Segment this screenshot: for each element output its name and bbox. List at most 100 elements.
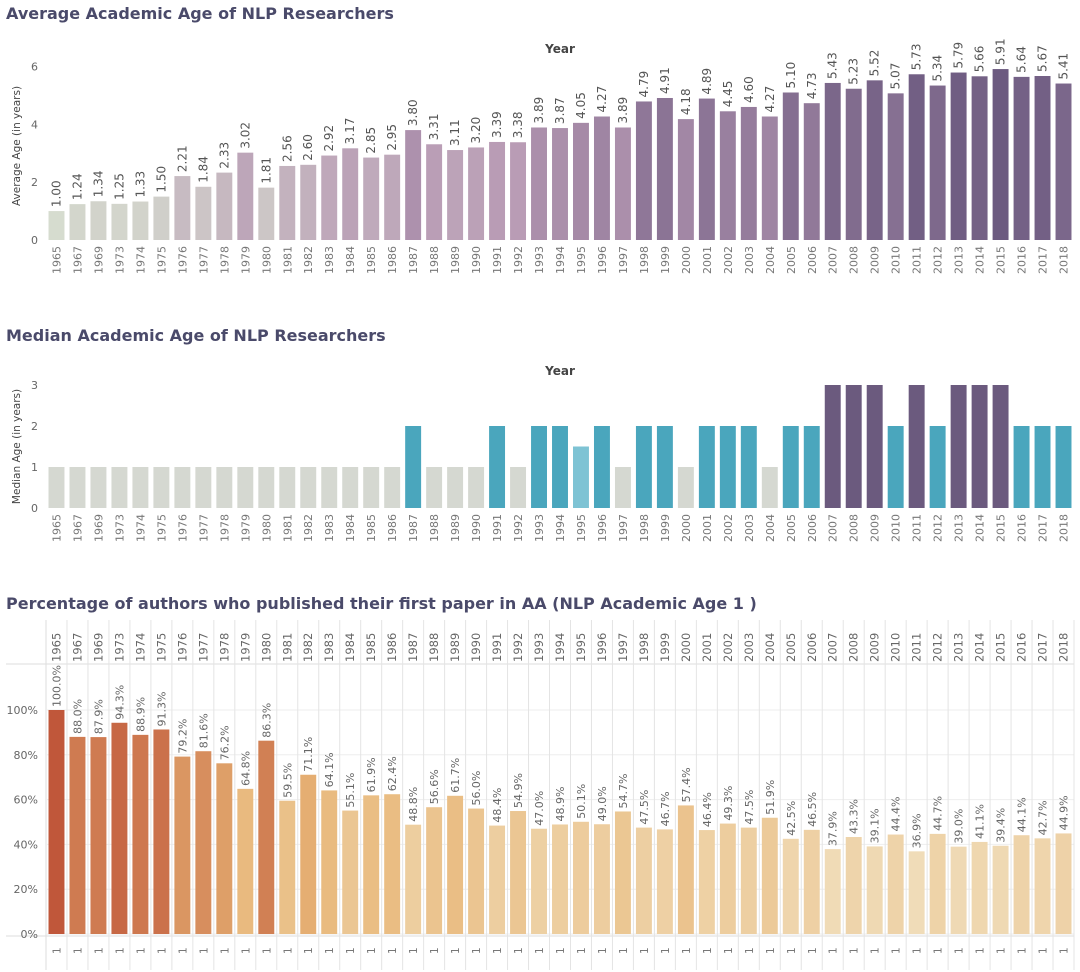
- year-header-1987: 1987: [406, 633, 420, 662]
- footer-label-1976: 1: [177, 947, 189, 954]
- bar-2007: [824, 849, 841, 934]
- x-tick-label-2002: 2002: [722, 246, 735, 274]
- x-tick-label-1994: 1994: [554, 514, 567, 542]
- footer-label-1967: 1: [72, 947, 84, 954]
- bar-2012: [929, 426, 946, 508]
- year-header-1978: 1978: [217, 633, 231, 662]
- data-label-1984: 55.1%: [344, 773, 357, 808]
- bar-1987: [405, 824, 422, 934]
- x-tick-label-2010: 2010: [890, 246, 903, 274]
- footer-label-1991: 1: [492, 947, 504, 954]
- bar-1986: [384, 794, 401, 934]
- x-tick-label-2011: 2011: [911, 246, 924, 274]
- bar-2001: [698, 426, 715, 508]
- x-tick-label-2005: 2005: [785, 246, 798, 274]
- year-header-1989: 1989: [448, 633, 462, 662]
- year-header-2014: 2014: [973, 633, 987, 662]
- data-label-1990: 56.0%: [470, 771, 483, 806]
- chart1-title: Average Academic Age of NLP Researchers: [6, 4, 394, 23]
- bar-1976: [174, 176, 191, 240]
- footer-label-1997: 1: [618, 947, 630, 954]
- footer-label-1987: 1: [408, 947, 420, 954]
- data-label-1992: 3.38: [511, 112, 525, 139]
- data-label-2015: 39.4%: [995, 808, 1008, 843]
- bar-2013: [950, 385, 967, 508]
- x-tick-label-2007: 2007: [827, 246, 840, 274]
- bar-2006: [803, 426, 820, 508]
- data-label-1981: 2.56: [280, 135, 294, 162]
- x-tick-label-1974: 1974: [134, 514, 147, 542]
- x-tick-label-2008: 2008: [848, 246, 861, 274]
- bar-1967: [69, 467, 86, 508]
- bar-2017: [1034, 426, 1051, 508]
- x-tick-label-1973: 1973: [113, 246, 126, 274]
- year-header-2004: 2004: [763, 633, 777, 662]
- x-tick-label-1965: 1965: [50, 246, 63, 274]
- bar-1983: [321, 155, 338, 240]
- x-tick-label-1998: 1998: [638, 246, 651, 274]
- footer-label-2016: 1: [1017, 947, 1029, 954]
- average-age-chart: Year Average Age (in years) 0 2 4 6 1.00 1965 1.…: [11, 38, 1072, 274]
- bar-1990: [468, 147, 485, 240]
- footer-label-2008: 1: [849, 947, 861, 954]
- data-label-1984: 3.17: [343, 118, 357, 145]
- year-header-1988: 1988: [427, 633, 441, 662]
- data-label-1994: 3.87: [553, 97, 567, 124]
- x-tick-label-2010: 2010: [890, 514, 903, 542]
- bar-1973: [111, 467, 128, 508]
- y-tick-label: 2: [31, 176, 38, 189]
- bar-2010: [887, 93, 904, 240]
- bar-1977: [195, 186, 212, 240]
- bar-1988: [426, 807, 443, 934]
- data-label-1994: 48.9%: [554, 787, 567, 822]
- year-header-1997: 1997: [616, 633, 630, 662]
- bar-1981: [279, 800, 296, 934]
- x-tick-label-1976: 1976: [176, 514, 189, 542]
- x-tick-label-2001: 2001: [701, 514, 714, 542]
- x-tick-label-1981: 1981: [281, 514, 294, 542]
- x-tick-label-2018: 2018: [1058, 514, 1071, 542]
- x-tick-label-1974: 1974: [134, 246, 147, 274]
- year-header-1998: 1998: [637, 633, 651, 662]
- bar-1995: [573, 446, 589, 508]
- data-label-2000: 4.18: [679, 88, 693, 115]
- x-tick-label-2004: 2004: [764, 514, 777, 542]
- bar-1992: [510, 467, 527, 508]
- bar-2007: [824, 385, 841, 508]
- data-label-2016: 5.64: [1015, 46, 1029, 73]
- x-tick-label-1977: 1977: [197, 514, 210, 542]
- bar-2016: [1013, 426, 1030, 508]
- year-header-1969: 1969: [91, 633, 105, 662]
- x-tick-label-2015: 2015: [995, 514, 1008, 542]
- footer-label-1969: 1: [93, 947, 105, 954]
- data-label-1976: 79.2%: [176, 719, 189, 754]
- bar-1975: [153, 467, 170, 508]
- y-tick-label: 4: [31, 118, 38, 131]
- data-label-1989: 3.11: [448, 119, 462, 146]
- x-tick-label-1979: 1979: [239, 514, 252, 542]
- year-header-1976: 1976: [175, 633, 189, 662]
- data-label-1986: 2.95: [385, 124, 399, 151]
- bar-1991: [489, 141, 506, 240]
- x-tick-label-1969: 1969: [92, 246, 105, 274]
- bar-1975: [153, 729, 170, 934]
- data-label-1965: 1.00: [49, 180, 63, 207]
- y-axis-title: Average Age (in years): [11, 86, 23, 206]
- data-label-2012: 5.34: [931, 55, 945, 82]
- bar-1985: [363, 795, 380, 934]
- x-tick-label-1988: 1988: [428, 246, 441, 274]
- x-tick-label-2013: 2013: [953, 246, 966, 274]
- bar-2015: [992, 385, 1009, 508]
- year-header-1977: 1977: [196, 633, 210, 662]
- footer-label-1979: 1: [240, 947, 252, 954]
- data-label-1978: 2.33: [217, 142, 231, 169]
- data-label-2018: 44.9%: [1058, 795, 1071, 830]
- bar-1978: [216, 467, 233, 508]
- data-label-2017: 42.7%: [1037, 800, 1050, 835]
- bar-1984: [342, 467, 359, 508]
- x-tick-label-2009: 2009: [869, 514, 882, 542]
- data-label-1967: 1.24: [70, 173, 84, 200]
- x-tick-label-1998: 1998: [638, 514, 651, 542]
- bar-1989: [447, 795, 464, 934]
- data-label-2005: 5.10: [784, 62, 798, 89]
